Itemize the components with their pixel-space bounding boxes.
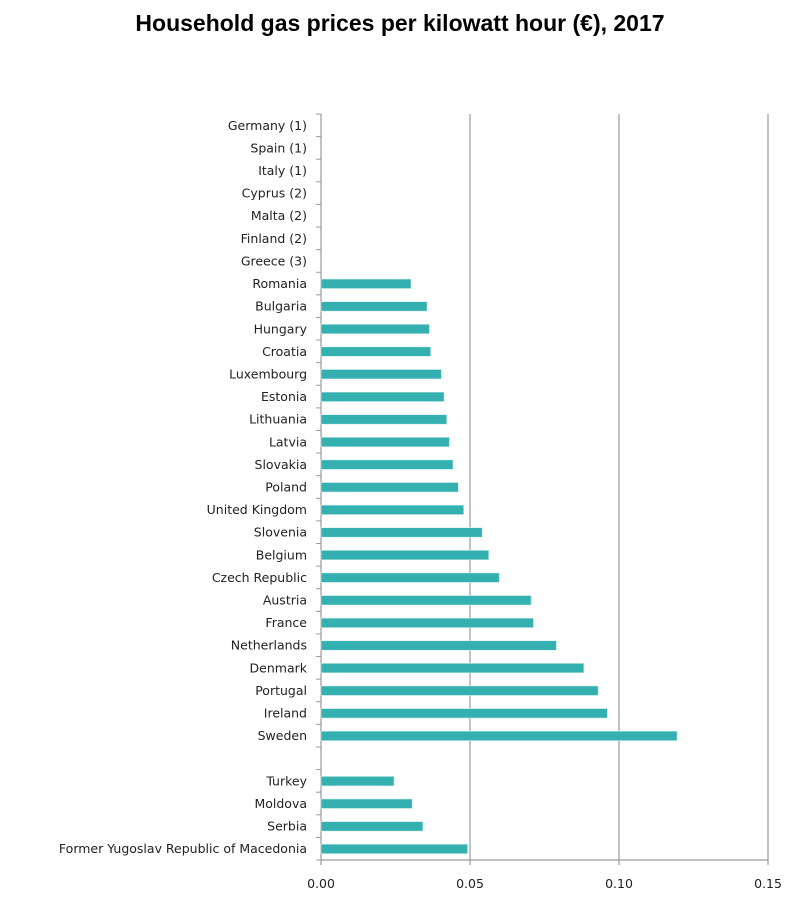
category-label: Cyprus (2) — [242, 186, 307, 201]
category-label: Estonia — [261, 389, 307, 404]
bar — [320, 708, 608, 719]
category-label: Serbia — [267, 819, 307, 834]
bar — [320, 572, 500, 583]
category-label: Croatia — [262, 344, 307, 359]
category-label: Denmark — [250, 660, 308, 675]
bar — [320, 550, 490, 561]
category-label: Spain (1) — [250, 140, 307, 155]
bar — [320, 482, 459, 493]
category-label: Lithuania — [249, 412, 307, 427]
bar — [320, 798, 413, 809]
category-label: Luxembourg — [229, 366, 307, 381]
category-label: Romania — [252, 276, 307, 291]
category-label: Netherlands — [231, 638, 307, 653]
x-tick-label: 0.10 — [605, 876, 633, 891]
category-label: Czech Republic — [212, 570, 307, 585]
category-label: Finland (2) — [241, 231, 307, 246]
chart-title: Household gas prices per kilowatt hour (… — [135, 10, 665, 36]
bar — [320, 730, 678, 741]
x-tick-label: 0.05 — [456, 876, 484, 891]
bar — [320, 617, 534, 628]
bar — [320, 595, 532, 606]
category-label: Latvia — [269, 434, 307, 449]
x-tick-label: 0.00 — [307, 876, 335, 891]
bar — [320, 504, 465, 515]
bar — [320, 776, 395, 787]
bar — [320, 369, 442, 380]
category-label: Bulgaria — [255, 299, 307, 314]
category-label: Belgium — [256, 547, 307, 562]
category-label: Hungary — [254, 321, 308, 336]
category-label: Germany (1) — [228, 118, 307, 133]
category-label: France — [265, 615, 307, 630]
bar — [320, 843, 468, 854]
bar — [320, 685, 599, 696]
bar — [320, 346, 431, 357]
category-label: Austria — [263, 593, 307, 608]
bar — [320, 459, 454, 470]
bar — [320, 821, 424, 832]
bar — [320, 301, 428, 312]
category-label: Greece (3) — [241, 253, 307, 268]
category-label: Sweden — [258, 728, 307, 743]
bar — [320, 663, 585, 674]
category-label: Portugal — [255, 683, 307, 698]
category-label: Former Yugoslav Republic of Macedonia — [59, 841, 307, 856]
bar — [320, 414, 448, 425]
bar — [320, 323, 430, 335]
category-label: Moldova — [254, 796, 307, 811]
bar — [320, 391, 445, 402]
category-label: Slovenia — [254, 525, 307, 540]
category-label: Malta (2) — [251, 208, 307, 223]
category-label: Ireland — [264, 706, 307, 721]
bar — [320, 640, 557, 651]
bar — [320, 278, 412, 289]
category-label: Slovakia — [255, 457, 307, 472]
bar — [320, 436, 450, 448]
category-label: United Kingdom — [207, 502, 307, 517]
category-label: Italy (1) — [258, 163, 307, 178]
category-label: Turkey — [265, 773, 307, 788]
bar — [320, 527, 483, 538]
category-label: Poland — [265, 480, 307, 495]
x-tick-label: 0.15 — [754, 876, 782, 891]
